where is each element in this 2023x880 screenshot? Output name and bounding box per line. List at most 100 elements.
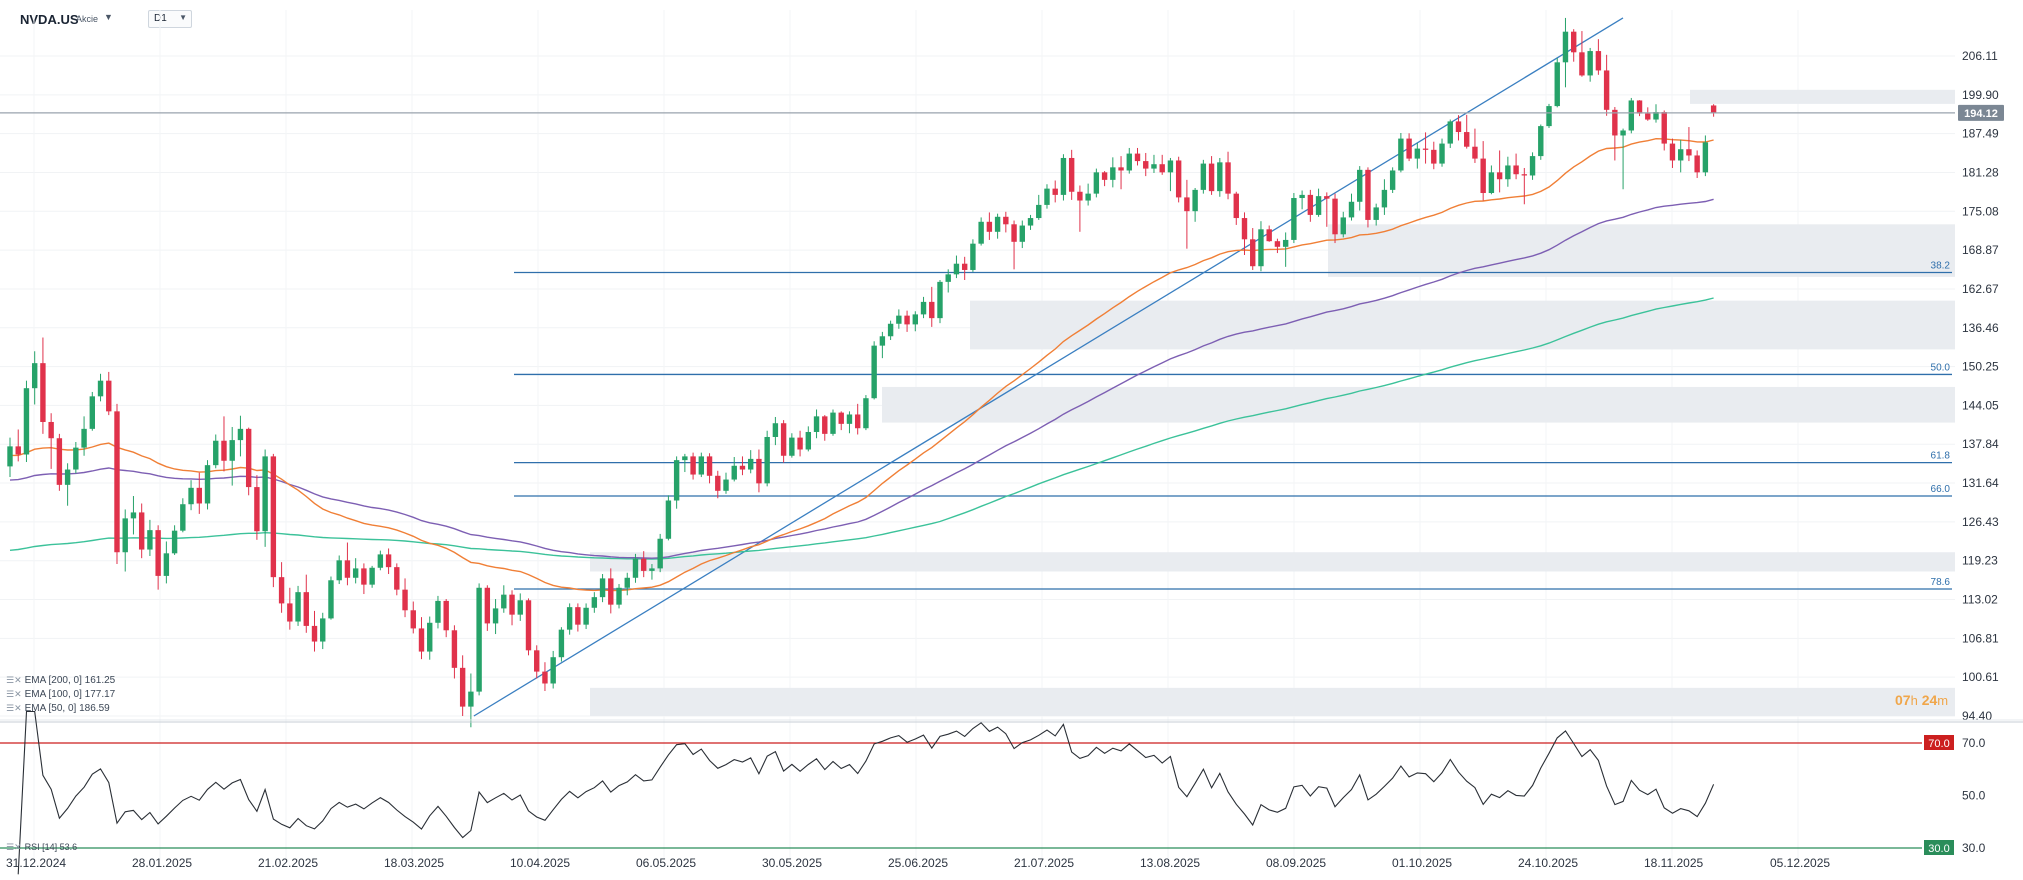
ema100-legend[interactable]: ☰✕ EMA [100, 0] 177.17	[6, 689, 116, 700]
candle-bear	[303, 574, 309, 633]
candle-body	[1225, 162, 1231, 194]
candle-body	[739, 465, 746, 470]
candle-bear	[929, 286, 935, 327]
price-tick-label: 168.87	[1962, 243, 1999, 257]
candle-bull	[352, 558, 359, 584]
candle-bull	[1036, 194, 1042, 220]
candle-body	[945, 274, 951, 282]
candle-body	[1258, 229, 1264, 267]
settings-icon[interactable]: ☰✕	[6, 689, 22, 699]
candle-bear	[1480, 141, 1486, 201]
candle-bull	[1389, 167, 1396, 194]
settings-icon[interactable]: ☰✕	[6, 703, 22, 713]
price-axis[interactable]: 206.11 199.90 187.49 181.28 175.08 168.87 162.…	[1962, 49, 1999, 723]
candle-bull	[665, 495, 672, 541]
candle-body	[1291, 198, 1297, 240]
candle-bull	[624, 572, 630, 596]
fibonacci-levels[interactable]: 38.2 50.0 61.8 66.0 78.6	[514, 260, 1952, 590]
candle-body	[1406, 138, 1412, 159]
date-tick-label: 24.10.2025	[1518, 856, 1578, 870]
trendline[interactable]	[473, 17, 1624, 717]
candle-body	[1464, 132, 1470, 147]
candle-body	[649, 568, 655, 571]
candle-body	[1455, 121, 1462, 133]
candle-bull	[616, 584, 622, 609]
ema200-line	[9, 297, 1714, 560]
chevron-down-icon[interactable]: ▼	[104, 12, 113, 22]
candle-body	[1546, 106, 1552, 127]
candle-body	[1307, 194, 1314, 215]
candle-bear	[1710, 104, 1717, 117]
candle-body	[1422, 148, 1429, 150]
candle-body	[1027, 218, 1034, 226]
candle-body	[1595, 51, 1602, 71]
ema50-legend[interactable]: ☰✕ EMA [50, 0] 186.59	[6, 703, 110, 714]
symbol-selector[interactable]: NVDA.US	[20, 12, 79, 27]
candle-body	[1505, 165, 1511, 180]
candle-body	[320, 618, 326, 642]
ema200-legend[interactable]: ☰✕ EMA [200, 0] 161.25	[6, 675, 116, 686]
candle-bear	[1118, 156, 1124, 190]
candle-bear	[344, 542, 351, 586]
candle-bear	[1636, 100, 1643, 117]
candle-body	[1332, 198, 1338, 235]
sr-zone	[970, 300, 1955, 350]
candle-bear	[56, 433, 63, 491]
candle-bear	[739, 456, 746, 476]
price-tick-label: 106.81	[1962, 631, 1999, 645]
candle-bull	[846, 411, 853, 434]
candle-body	[1398, 138, 1404, 171]
ema100-line	[9, 198, 1714, 559]
date-tick-label: 31.12.2024	[6, 856, 66, 870]
rsi-panel: 70.0 70.0 50.0 30.0 30.0	[0, 710, 2023, 875]
candle-bear	[1579, 31, 1585, 77]
candle-bull	[1554, 57, 1560, 108]
candle-bear	[270, 453, 277, 588]
candle-body	[1661, 112, 1667, 144]
candle-bull	[229, 426, 235, 486]
candle-body	[805, 431, 812, 450]
candle-bull	[1258, 221, 1264, 272]
candle-bull	[369, 565, 375, 588]
candle-bull	[1587, 47, 1593, 82]
date-axis[interactable]: 31.12.2024 28.01.2025 21.02.2025 18.03.2025…	[6, 856, 1830, 870]
candle-bull	[632, 553, 639, 583]
price-tick-label: 94.40	[1962, 709, 1992, 723]
settings-icon[interactable]: ☰✕	[6, 842, 22, 852]
candle-body	[641, 558, 647, 571]
sr-zone	[590, 552, 1955, 572]
candlesticks	[7, 17, 1717, 728]
candle-bear	[1184, 179, 1190, 249]
candle-body	[1480, 158, 1486, 194]
candle-body	[31, 363, 38, 389]
price-tick-label: 119.23	[1962, 554, 1998, 568]
candle-bull	[1282, 232, 1289, 267]
candle-bull	[213, 434, 219, 469]
candle-body	[1250, 239, 1256, 267]
ema50-line	[10, 137, 1714, 592]
candle-body	[1365, 169, 1371, 220]
candle-body	[1389, 170, 1396, 190]
candle-bull	[31, 351, 38, 405]
date-tick-label: 25.06.2025	[888, 856, 948, 870]
candle-body	[385, 554, 392, 568]
candle-bull	[7, 437, 13, 478]
candle-body	[1538, 126, 1544, 157]
candle-bull	[887, 320, 894, 341]
candle-bear	[1143, 152, 1149, 177]
settings-icon[interactable]: ☰✕	[6, 675, 22, 685]
candle-bear	[394, 563, 400, 596]
rsi-upper-tag-label: 70.0	[1928, 738, 1949, 750]
candle-body	[756, 458, 762, 484]
candle-bear	[196, 472, 202, 514]
candle-bear	[1250, 228, 1256, 270]
candle-bear	[48, 413, 54, 469]
candle-bull	[1505, 156, 1511, 187]
rsi-legend[interactable]: ☰✕ RSI [14] 53.6	[6, 842, 78, 852]
candle-body	[427, 622, 433, 652]
candle-body	[1036, 204, 1042, 219]
candle-bear	[1324, 192, 1330, 227]
price-tick-label: 150.25	[1962, 360, 1999, 374]
candle-bear	[1101, 171, 1108, 187]
